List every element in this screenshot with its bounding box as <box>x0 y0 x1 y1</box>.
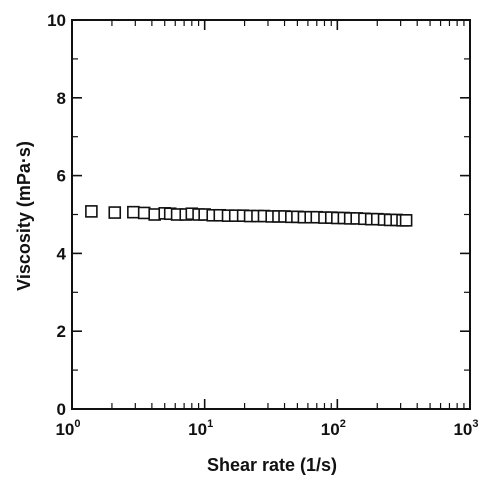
data-point <box>137 206 151 220</box>
x-tick-label-base: 10 <box>321 420 340 439</box>
y-axis-title: Viscosity (mPa·s) <box>14 141 34 291</box>
data-point <box>399 214 413 227</box>
data-point <box>127 205 140 219</box>
y-axis-tick-labels: 0 2 4 6 8 10 <box>47 11 66 419</box>
x-tick-label-exponent: 0 <box>74 418 80 430</box>
y-tick-label: 0 <box>57 400 66 419</box>
data-points <box>85 205 413 227</box>
y-axis-ticks <box>72 19 470 410</box>
y-tick-label: 4 <box>57 244 67 263</box>
x-tick-label: 103 <box>453 418 478 439</box>
x-axis-ticks <box>71 20 471 409</box>
data-point <box>85 205 98 218</box>
x-tick-label-base: 10 <box>55 420 74 439</box>
x-tick-label-base: 10 <box>188 420 207 439</box>
x-tick-label-base: 10 <box>453 420 472 439</box>
x-axis-title: Shear rate (1/s) <box>207 455 337 475</box>
x-tick-label: 101 <box>188 418 213 439</box>
x-tick-label-exponent: 1 <box>207 418 213 430</box>
y-tick-label: 2 <box>57 322 66 341</box>
x-axis-tick-labels: 100 101 102 103 <box>55 418 478 439</box>
data-point <box>108 206 122 219</box>
y-tick-label: 8 <box>57 89 66 108</box>
x-tick-label-exponent: 2 <box>340 418 346 430</box>
x-tick-label: 100 <box>55 418 80 439</box>
x-tick-label-exponent: 3 <box>472 418 478 430</box>
y-tick-label: 6 <box>57 167 66 186</box>
x-tick-label: 102 <box>321 418 346 439</box>
y-tick-label: 10 <box>47 11 66 30</box>
